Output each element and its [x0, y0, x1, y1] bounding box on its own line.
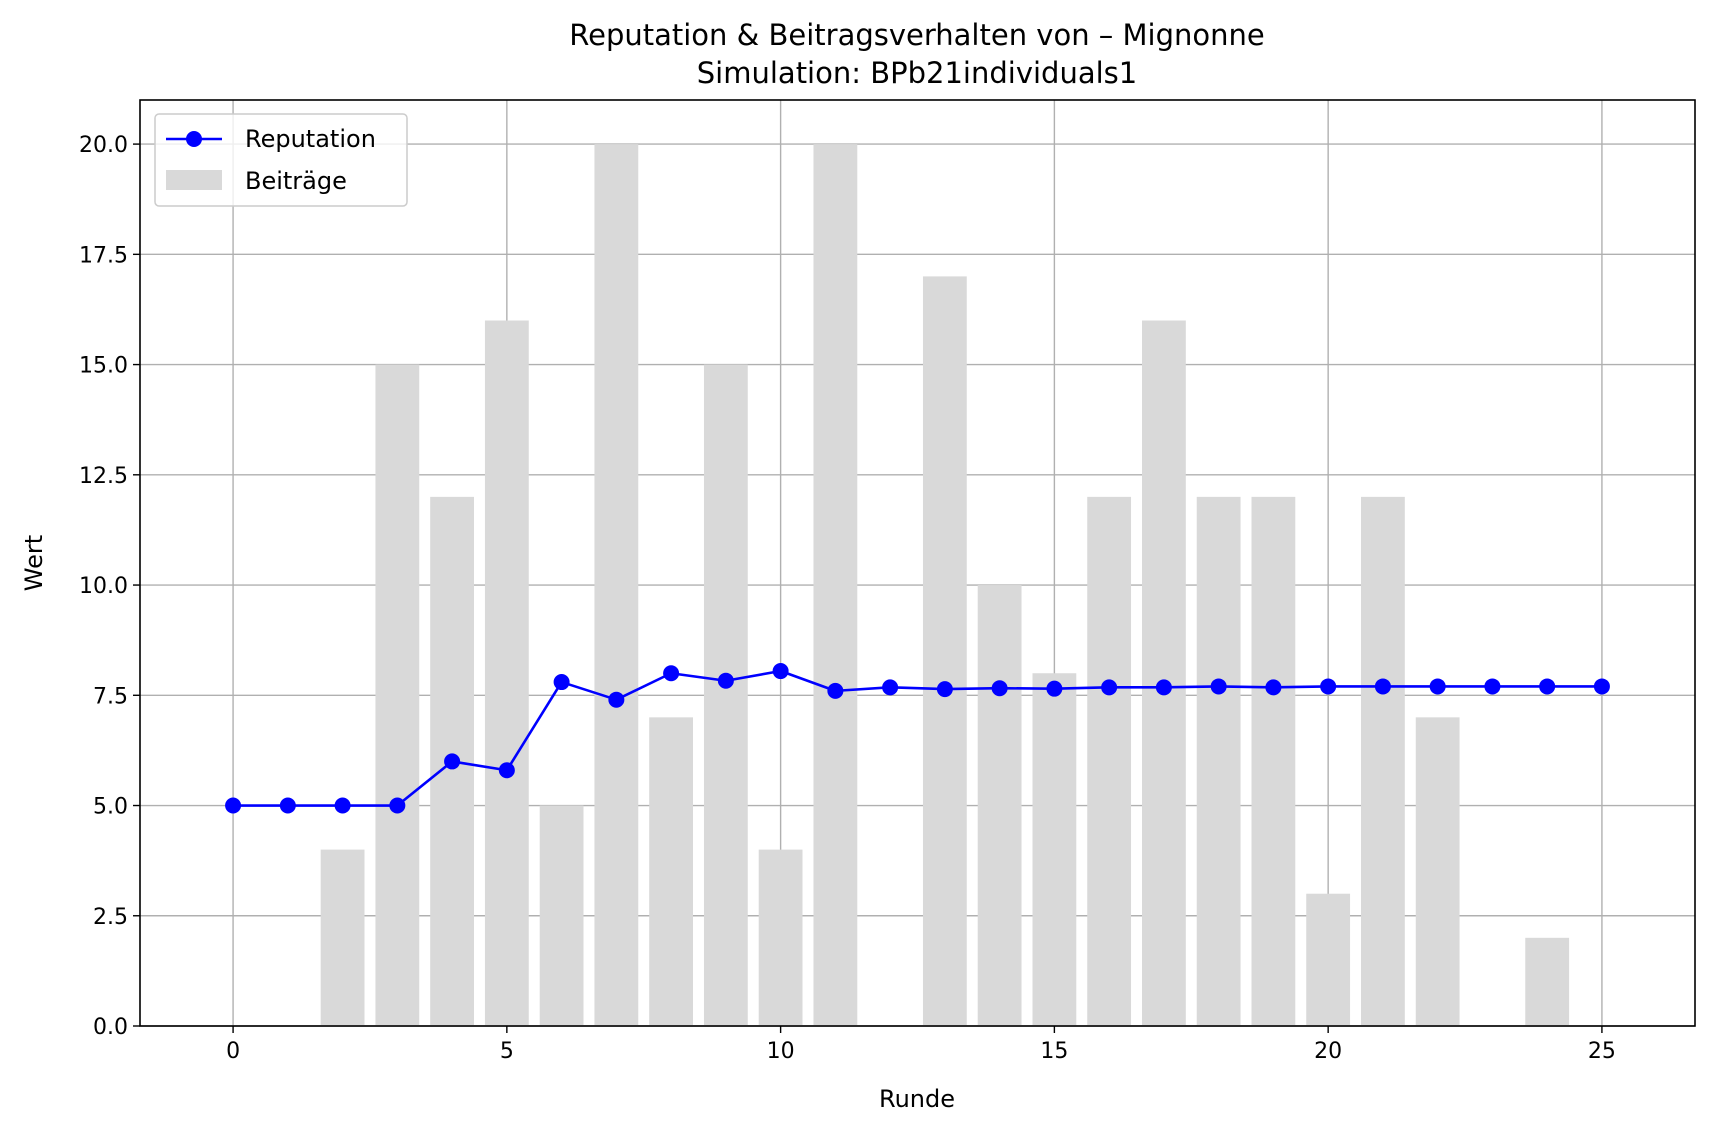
reputation-point — [389, 797, 406, 814]
y-tick-label: 0.0 — [93, 1015, 128, 1040]
beitrag-bar — [703, 364, 748, 1027]
x-axis-label: Runde — [879, 1085, 955, 1113]
plot-frame — [139, 99, 1696, 1027]
reputation-point — [1046, 680, 1063, 697]
beitrag-bar — [484, 320, 529, 1026]
x-tick-label: 20 — [1314, 1039, 1342, 1064]
x-tick-label: 15 — [1040, 1039, 1068, 1064]
beitrag-bar — [922, 276, 967, 1026]
beitrag-bar — [977, 585, 1022, 1026]
y-tick-label: 12.5 — [79, 464, 128, 489]
reputation-point — [663, 665, 680, 682]
reputation-point — [608, 691, 625, 708]
reputation-point — [225, 797, 242, 814]
legend-bar-swatch — [166, 170, 222, 190]
beitrag-bar — [1361, 496, 1405, 1026]
reputation-point — [1155, 679, 1172, 696]
bars — [320, 144, 1570, 1027]
reputation-point — [553, 674, 570, 691]
beitrag-bar — [649, 717, 694, 1026]
beitrag-bar — [813, 144, 858, 1027]
beitrag-bar — [320, 849, 365, 1026]
x-tick-label: 25 — [1588, 1039, 1616, 1064]
x-ticks: 0 5 10 15 20 25 — [226, 1026, 1616, 1064]
reputation-point — [1210, 678, 1227, 695]
y-tick-label: 5.0 — [93, 795, 128, 820]
reputation-point — [279, 797, 296, 814]
reputation-point — [772, 663, 789, 680]
y-tick-label: 15.0 — [79, 354, 128, 379]
y-tick-label: 7.5 — [93, 684, 128, 709]
chart-title: Reputation & Beitragsverhalten von – Mig… — [569, 18, 1264, 52]
y-tick-label: 2.5 — [93, 905, 128, 930]
beitrag-bar — [1525, 937, 1570, 1026]
beitrag-bar — [1196, 496, 1241, 1026]
y-ticks: 0.0 2.5 5.0 7.5 10.0 12.5 15.0 17.5 20.0 — [79, 133, 140, 1040]
reputation-point — [498, 762, 515, 779]
legend-label-reputation: Reputation — [245, 125, 376, 153]
legend: Reputation Beiträge — [154, 113, 408, 207]
reputation-point — [1320, 678, 1337, 695]
y-tick-label: 20.0 — [79, 133, 128, 158]
reputation-point — [444, 753, 461, 770]
beitrag-bar — [539, 805, 584, 1026]
beitrag-bar — [1306, 893, 1351, 1026]
reputation-point — [827, 682, 844, 699]
beitrag-bar — [375, 364, 420, 1027]
reputation-polyline — [233, 669, 1602, 807]
x-tick-label: 10 — [767, 1039, 795, 1064]
legend-label-beitraege: Beiträge — [245, 167, 347, 195]
y-tick-label: 10.0 — [79, 574, 128, 599]
reputation-point — [936, 681, 953, 698]
reputation-points — [225, 663, 1610, 814]
reputation-point — [1265, 679, 1282, 696]
beitrag-bar — [758, 849, 803, 1026]
y-tick-label: 17.5 — [79, 243, 128, 268]
x-tick-label: 5 — [500, 1039, 514, 1064]
beitrag-bar — [1141, 320, 1186, 1026]
beitrag-bar — [594, 144, 639, 1027]
reputation-point — [1593, 678, 1610, 695]
chart-subtitle: Simulation: BPb21individuals1 — [697, 56, 1137, 90]
legend-marker-swatch — [186, 131, 202, 147]
x-tick-label: 0 — [226, 1039, 240, 1064]
reputation-point — [1374, 678, 1391, 695]
y-axis-label: Wert — [20, 535, 48, 591]
reputation-line — [233, 669, 1602, 807]
reputation-point — [334, 797, 351, 814]
reputation-point — [882, 679, 899, 696]
beitrag-bar — [1251, 496, 1296, 1026]
reputation-point — [717, 672, 734, 689]
beitrag-bar — [1087, 496, 1132, 1026]
reputation-point — [1101, 679, 1118, 696]
reputation-point — [991, 680, 1008, 697]
reputation-point — [1429, 678, 1446, 695]
reputation-point — [1539, 678, 1556, 695]
reputation-point — [1484, 678, 1501, 695]
beitrag-bar — [1415, 717, 1460, 1026]
beitrag-bar — [1032, 673, 1077, 1026]
